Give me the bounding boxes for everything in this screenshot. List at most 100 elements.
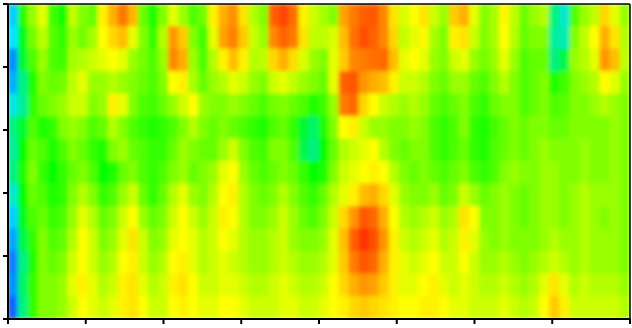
- heatmap-cell: [17, 251, 29, 275]
- heatmap-cell: [609, 206, 621, 230]
- heatmap-cell: [338, 71, 350, 95]
- heatmap-cell: [258, 183, 270, 207]
- heatmap-cell: [619, 183, 630, 207]
- heatmap-cell: [418, 296, 430, 319]
- heatmap-cell: [117, 296, 129, 319]
- heatmap-cell: [479, 4, 491, 27]
- heatmap-cell: [107, 161, 119, 185]
- heatmap-cell: [348, 93, 360, 117]
- heatmap-cell: [468, 93, 481, 117]
- heatmap-cell: [318, 71, 330, 95]
- heatmap-cell: [127, 228, 139, 252]
- heatmap-cell: [248, 161, 260, 185]
- heatmap-cell: [288, 228, 300, 252]
- heatmap-cell: [549, 138, 561, 162]
- heatmap-cell: [127, 183, 139, 207]
- heatmap-cell: [137, 251, 149, 275]
- heatmap-cell: [529, 116, 541, 140]
- heatmap-cell: [157, 296, 170, 319]
- heatmap-cell: [198, 206, 210, 230]
- heatmap-cell: [178, 228, 190, 252]
- heatmap-cell: [47, 26, 59, 50]
- heatmap-cell: [378, 251, 390, 275]
- heatmap-cell: [298, 48, 310, 72]
- heatmap-cell: [398, 26, 410, 50]
- heatmap-cell: [218, 71, 230, 95]
- heatmap-cell: [619, 228, 630, 252]
- heatmap-cell: [147, 71, 159, 95]
- heatmap-cell: [338, 183, 350, 207]
- heatmap-cell: [8, 206, 19, 230]
- heatmap-cell: [358, 251, 370, 275]
- heatmap-cell: [137, 183, 149, 207]
- heatmap-cell: [489, 93, 501, 117]
- heatmap-cell: [57, 93, 69, 117]
- heatmap-cell: [468, 251, 481, 275]
- heatmap-cell: [258, 273, 270, 297]
- heatmap-cell: [168, 71, 180, 95]
- heatmap-cell: [17, 116, 29, 140]
- heatmap-cell: [178, 296, 190, 319]
- heatmap-cell: [17, 228, 29, 252]
- heatmap-cell: [248, 296, 260, 319]
- heatmap-cell: [388, 71, 400, 95]
- heatmap-cell: [509, 138, 521, 162]
- heatmap-cell: [338, 273, 350, 297]
- heatmap-cell: [268, 251, 280, 275]
- heatmap-cell: [288, 161, 300, 185]
- heatmap-cell: [278, 206, 290, 230]
- heatmap-cell: [368, 296, 380, 319]
- heatmap-cell: [458, 183, 470, 207]
- heatmap-cell: [559, 206, 571, 230]
- heatmap-cell: [67, 116, 79, 140]
- heatmap-cell: [308, 228, 320, 252]
- heatmap-cell: [168, 26, 180, 50]
- heatmap-cell: [589, 251, 601, 275]
- heatmap-cell: [428, 183, 440, 207]
- heatmap-cell: [559, 116, 571, 140]
- heatmap-cell: [77, 296, 89, 319]
- heatmap-cell: [198, 71, 210, 95]
- heatmap-cell: [77, 71, 89, 95]
- heatmap-cell: [188, 93, 200, 117]
- heatmap-cell: [438, 251, 450, 275]
- heatmap-cell: [448, 296, 460, 319]
- heatmap-cell: [398, 183, 410, 207]
- heatmap-cell: [579, 48, 591, 72]
- heatmap-cell: [509, 71, 521, 95]
- heatmap-cell: [489, 251, 501, 275]
- heatmap-cell: [338, 4, 350, 27]
- heatmap-cell: [468, 4, 481, 27]
- heatmap-cell: [398, 273, 410, 297]
- heatmap-cell: [57, 183, 69, 207]
- heatmap-cell: [318, 4, 330, 27]
- heatmap-cell: [57, 273, 69, 297]
- heatmap-cell: [418, 251, 430, 275]
- heatmap-cell: [228, 251, 240, 275]
- heatmap-cell: [147, 26, 159, 50]
- heatmap-cell: [87, 161, 99, 185]
- heatmap-cell: [378, 138, 390, 162]
- heatmap-cell: [509, 251, 521, 275]
- heatmap-cell: [448, 273, 460, 297]
- heatmap-cell: [428, 93, 440, 117]
- heatmap-cell: [57, 296, 69, 319]
- heatmap-cell: [428, 161, 440, 185]
- heatmap-cell: [388, 206, 400, 230]
- heatmap-cell: [489, 116, 501, 140]
- heatmap-cell: [348, 116, 360, 140]
- heatmap-cell: [348, 71, 360, 95]
- heatmap-cell: [137, 273, 149, 297]
- heatmap-cell: [157, 26, 170, 50]
- heatmap-cell: [499, 161, 511, 185]
- heatmap-cell: [599, 296, 611, 319]
- heatmap-cell: [529, 93, 541, 117]
- heatmap-cell: [388, 48, 400, 72]
- heatmap-cell: [208, 48, 220, 72]
- heatmap-cell: [57, 116, 69, 140]
- heatmap-cell: [258, 26, 270, 50]
- heatmap-cell: [418, 228, 430, 252]
- heatmap-cell: [57, 161, 69, 185]
- heatmap-cell: [589, 228, 601, 252]
- heatmap-cell: [358, 206, 370, 230]
